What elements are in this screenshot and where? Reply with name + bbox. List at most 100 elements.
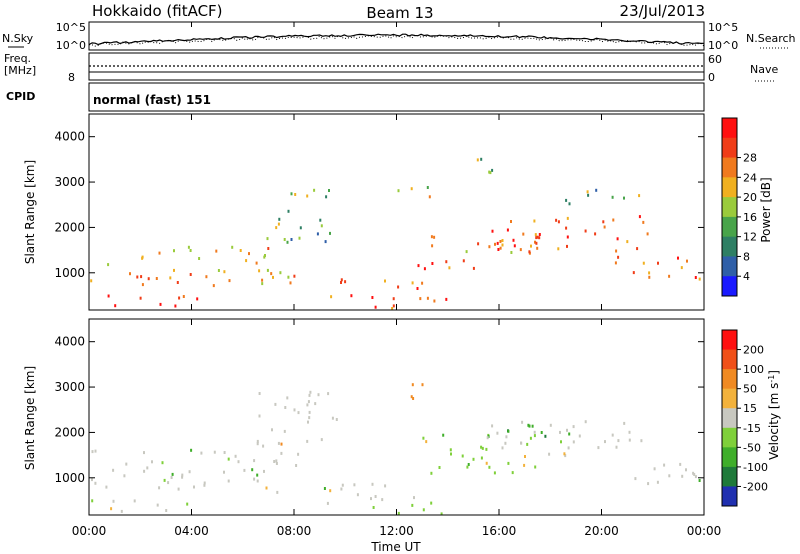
velocity-cell	[370, 497, 372, 501]
colorbar-tick-label: -50	[743, 441, 761, 454]
velocity-cell	[293, 408, 296, 412]
power-cell	[278, 217, 281, 221]
velocity-cell	[528, 424, 531, 428]
power-cell	[114, 304, 117, 308]
velocity-cell	[397, 511, 400, 515]
power-cell	[416, 287, 419, 290]
power-cell	[140, 275, 143, 279]
cpid-label: CPID	[6, 90, 35, 103]
colorbar-segment	[722, 486, 737, 507]
noise-sky-trace	[88, 33, 705, 46]
power-cell	[513, 244, 516, 248]
velocity-cell	[480, 456, 483, 460]
colorbar-tick-label: 15	[743, 402, 757, 415]
power-cell	[587, 193, 590, 197]
power-cell	[535, 236, 538, 240]
velocity-cell	[623, 421, 626, 425]
colorbar-segment	[722, 466, 737, 487]
y-tick-label: 2000	[54, 425, 85, 439]
velocity-cell	[203, 483, 206, 487]
noise-right-label: N.Search	[746, 32, 796, 45]
velocity-cell	[411, 383, 414, 387]
power-cell	[636, 247, 639, 251]
velocity-cell	[91, 478, 93, 482]
power-cell	[340, 278, 343, 282]
power-cell	[324, 240, 327, 244]
colorbar-segment	[722, 157, 737, 178]
power-cell	[270, 272, 273, 276]
velocity-cell	[280, 442, 283, 446]
velocity-cell	[663, 463, 666, 467]
velocity-cell	[256, 473, 259, 477]
power-cell	[433, 235, 436, 239]
velocity-cell	[597, 446, 600, 450]
velocity-cell	[297, 452, 300, 456]
velocity-cell	[156, 503, 159, 507]
velocity-cell	[412, 397, 415, 400]
power-cell	[494, 242, 496, 246]
velocity-cell	[262, 444, 265, 448]
power-cell	[173, 268, 175, 272]
velocity-cell	[694, 475, 697, 479]
power-cell	[392, 297, 395, 301]
colorbar-tick-label: 100	[743, 363, 764, 376]
velocity-cell	[223, 451, 226, 454]
power-cell	[275, 226, 278, 230]
power-cell	[680, 266, 683, 270]
power-cell	[426, 186, 429, 189]
power-cell	[623, 196, 625, 200]
velocity-cell	[410, 395, 413, 399]
power-cell	[189, 249, 192, 252]
y-tick-label: 3000	[54, 175, 85, 189]
power-cell	[421, 281, 424, 285]
velocity-cell	[263, 469, 265, 473]
nave-tick-bottom: 0	[708, 71, 715, 84]
velocity-cell	[161, 461, 164, 465]
power-cell	[488, 170, 491, 174]
velocity-cell	[668, 474, 671, 478]
power-cell	[476, 158, 479, 162]
power-cell	[603, 225, 606, 229]
y-tick-label: 4000	[54, 130, 85, 144]
velocity-cell	[413, 496, 415, 500]
velocity-cell	[306, 439, 309, 443]
velocity-cell	[679, 462, 682, 466]
velocity-cell	[274, 402, 277, 406]
power-cell	[477, 242, 480, 246]
velocity-cell	[341, 483, 344, 487]
velocity-plot	[91, 383, 701, 516]
velocity-cell	[656, 480, 659, 484]
velocity-cell	[572, 425, 575, 429]
power-cell	[320, 224, 323, 228]
velocity-cell	[505, 435, 508, 439]
velocity-cell	[227, 479, 230, 483]
velocity-cell	[317, 393, 320, 397]
noise-search-trace	[88, 35, 705, 47]
velocity-cell	[181, 473, 184, 477]
colorbar-segment	[722, 236, 737, 257]
velocity-cell	[329, 489, 332, 493]
power-cell	[384, 279, 386, 283]
power-cell	[433, 299, 436, 303]
power-cell	[155, 277, 158, 280]
power-cell	[205, 275, 208, 279]
power-cell	[277, 222, 280, 226]
power-cell	[496, 241, 499, 245]
velocity-cell	[277, 441, 280, 445]
velocity-cell	[685, 468, 687, 472]
power-ylabel: Slant Range [km]	[23, 160, 37, 264]
colorbar-segment	[722, 427, 737, 448]
velocity-cell	[534, 465, 537, 469]
velocity-cell	[511, 471, 514, 475]
power-cell	[261, 282, 264, 286]
velocity-cell	[381, 498, 384, 502]
colorbar-segment	[722, 388, 737, 409]
y-tick-label: 1000	[54, 471, 85, 485]
power-cell	[519, 248, 522, 252]
velocity-cell	[213, 450, 216, 454]
power-cell	[107, 263, 110, 267]
noise-right-tick-top: 10^5	[708, 21, 738, 34]
velocity-cell	[481, 446, 484, 450]
velocity-colorbar: 200 100 50 15 -15 -50 -100 -200	[721, 329, 768, 507]
velocity-cell	[533, 430, 536, 434]
